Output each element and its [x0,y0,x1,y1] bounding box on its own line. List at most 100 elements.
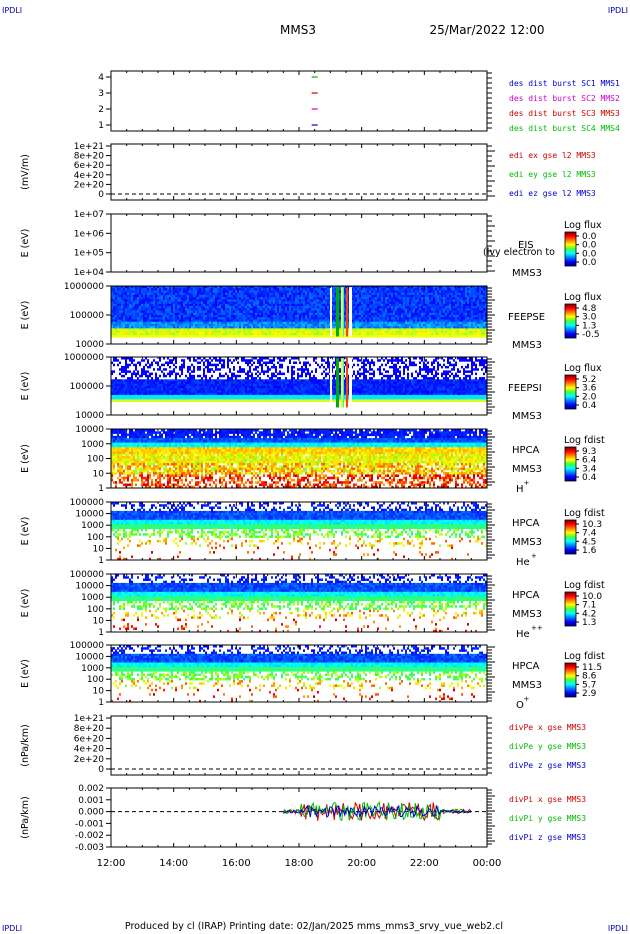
spectrogram-cell [381,332,383,336]
spectrogram-cell [423,299,425,302]
spectrogram-cell [151,288,153,291]
spectrogram-cell [429,321,431,325]
spectrogram-cell [319,332,321,336]
spectrogram-cell [467,288,469,291]
spectrogram-cell [369,297,371,300]
spectrogram-cell [355,294,357,298]
spectrogram-cell [467,308,469,311]
spectrogram-cell [151,330,153,334]
spectrogram-cell [227,310,229,313]
spectrogram-cell [133,372,135,376]
spectrogram-cell [363,299,365,302]
spectrogram-cell [303,294,305,298]
spectrogram-cell [409,310,411,313]
spectrogram-cell [217,294,219,298]
spectrogram-cell [125,297,127,300]
spectrogram-cell [477,303,479,307]
spectrogram-cell [255,286,257,289]
spectrogram-cell [137,297,139,300]
spectrogram-cell [325,303,327,307]
spectrogram-cell [437,312,439,316]
spectrogram-cell [403,310,405,313]
spectrogram-cell [145,374,147,378]
spectrogram-cell [169,328,171,331]
spectrogram-cell [455,290,457,293]
spectrogram-cell [475,323,477,327]
spectrogram-cell [187,299,189,302]
spectrogram-cell [143,317,145,320]
spectrogram-cell [395,299,397,302]
spectrogram-cell [297,335,299,338]
spectrogram-cell [417,294,419,298]
spectrogram-cell [469,308,471,311]
spectrogram-cell [415,292,417,296]
spectrogram-cell [167,294,169,298]
spectrogram-cell [361,323,363,327]
spectrogram-cell [475,290,477,293]
spectrogram-cell [459,297,461,300]
spectrogram-cell [133,370,135,373]
spectrogram-cell [371,321,373,325]
spectrogram-cell [421,301,423,305]
spectrogram-cell [381,335,383,338]
spectrogram-cell [471,315,473,318]
spectrogram-cell [111,383,113,387]
spectrogram-cell [111,321,113,325]
spectrogram-cell [311,306,313,309]
spectrogram-cell [227,297,229,300]
spectrogram-cell [249,299,251,302]
spectrogram-cell [311,308,313,311]
spectrogram-cell [401,335,403,338]
spectrogram-cell [263,321,265,325]
spectrogram-cell [479,312,481,316]
spectrogram-cell [141,319,143,322]
spectrogram-cell [153,319,155,322]
spectrogram-cell [149,326,151,329]
spectrogram-cell [233,330,235,334]
spectrogram-cell [363,315,365,318]
spectrogram-cell [353,303,355,307]
spectrogram-cell [155,299,157,302]
spectrogram-cell [325,335,327,338]
spectrogram-cell [479,301,481,305]
spectrogram-cell [333,323,335,327]
spectrogram-cell [467,303,469,307]
spectrogram-cell [131,290,133,293]
spectrogram-cell [127,317,129,320]
spectrogram-cell [371,335,373,338]
spectrogram-cell [167,330,169,334]
spectrogram-cell [357,303,359,307]
spectrogram-cell [267,323,269,327]
spectrogram-cell [285,297,287,300]
spectrogram-cell [213,323,215,327]
spectrogram-cell [127,312,129,316]
spectrogram-cell [353,294,355,298]
spectrogram-cell [153,390,155,393]
spectrogram-cell [217,323,219,327]
spectrogram-cell [141,292,143,296]
spectrogram-cell [117,321,119,325]
spectrogram-cell [275,292,277,296]
spectrogram-cell [271,294,273,298]
spectrogram-cell [459,335,461,338]
spectrogram-cell [155,335,157,338]
spectrogram-cell [395,328,397,331]
spectrogram-cell [199,326,201,329]
spectrogram-cell [377,306,379,309]
spectrogram-cell [151,388,153,391]
spectrogram-cell [423,319,425,322]
spectrogram-cell [303,323,305,327]
spectrogram-cell [135,363,137,367]
spectrogram-cell [429,323,431,327]
spectrogram-cell [333,294,335,298]
spectrogram-cell [173,315,175,318]
spectrogram-cell [151,377,153,380]
spectrogram-cell [231,330,233,334]
spectrogram-cell [229,301,231,305]
spectrogram-cell [443,292,445,296]
spectrogram-cell [439,292,441,296]
spectrogram-cell [485,312,487,316]
spectrogram-cell [457,301,459,305]
spectrogram-cell [287,317,289,320]
